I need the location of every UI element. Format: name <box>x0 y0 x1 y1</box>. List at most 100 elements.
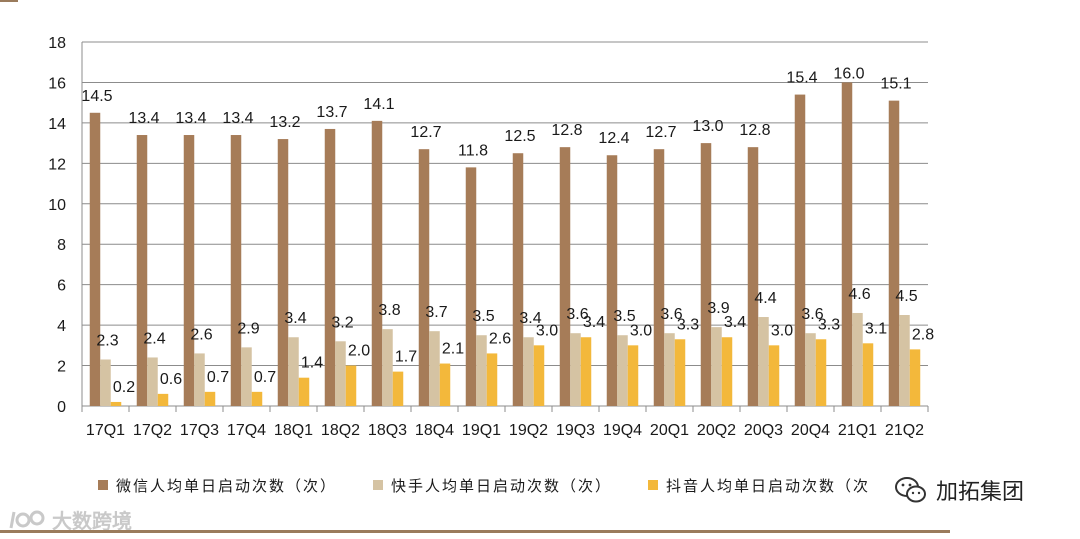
x-tick-label: 19Q3 <box>556 422 595 439</box>
data-label-wechat: 15.4 <box>786 70 817 87</box>
bar-kuaishou <box>335 341 346 406</box>
x-tick-label: 18Q1 <box>274 422 313 439</box>
x-tick-label: 17Q1 <box>86 422 125 439</box>
y-tick-label: 10 <box>48 197 66 214</box>
data-label-kuaishou: 3.4 <box>519 310 541 327</box>
bar-douyin <box>392 371 404 406</box>
data-label-douyin: 1.4 <box>301 355 323 372</box>
data-label-wechat: 12.4 <box>598 130 629 147</box>
legend-item-kuaishou: 快手人均单日启动次数（次） <box>373 472 612 498</box>
bar-wechat <box>700 143 712 406</box>
data-label-wechat: 14.5 <box>81 88 112 105</box>
data-label-wechat: 12.8 <box>551 122 582 139</box>
data-label-kuaishou: 2.3 <box>96 332 118 349</box>
bar-wechat <box>747 147 759 406</box>
y-tick-label: 18 <box>48 35 66 52</box>
x-tick-label: 20Q1 <box>650 422 689 439</box>
x-tick-label: 17Q3 <box>180 422 219 439</box>
bar-kuaishou <box>288 337 299 406</box>
bar-wechat <box>371 120 383 406</box>
bar-chart: 0 2 4 6 8 10 12 14 16 18 17Q1 17Q2 17Q3 17Q4 18Q1 18Q2 1… <box>48 35 934 439</box>
x-tick-label: 17Q4 <box>227 422 266 439</box>
bar-kuaishou <box>241 347 252 406</box>
y-tick-label: 2 <box>57 359 66 376</box>
bottom-rule <box>0 530 950 533</box>
bar-kuaishou <box>570 333 581 406</box>
data-label-kuaishou: 3.2 <box>331 314 353 331</box>
bar-douyin <box>486 353 498 406</box>
data-label-wechat: 13.7 <box>316 104 347 121</box>
bar-douyin <box>298 377 310 406</box>
data-label-kuaishou: 3.6 <box>660 306 682 323</box>
y-tick-label: 8 <box>57 237 66 254</box>
dashuju-logo-icon <box>9 510 45 528</box>
bar-kuaishou <box>147 357 158 406</box>
data-label-wechat: 13.4 <box>128 110 159 127</box>
watermark-dashuju: 大数跨境 <box>8 505 132 534</box>
y-tick-label: 6 <box>57 278 66 295</box>
data-label-wechat: 12.7 <box>410 124 441 141</box>
bar-douyin <box>674 339 686 406</box>
y-tick-label: 4 <box>57 318 66 335</box>
bar-kuaishou <box>100 359 111 406</box>
y-tick-label: 0 <box>57 399 66 416</box>
bar-douyin <box>580 337 592 406</box>
bar-wechat <box>183 135 195 406</box>
data-label-wechat: 16.0 <box>833 65 864 82</box>
data-label-kuaishou: 3.5 <box>613 308 635 325</box>
bar-kuaishou <box>758 317 769 406</box>
data-label-douyin: 3.0 <box>771 322 793 339</box>
data-label-wechat: 14.1 <box>363 96 394 113</box>
data-label-kuaishou: 2.6 <box>190 326 212 343</box>
bar-douyin <box>721 337 733 406</box>
data-label-wechat: 13.4 <box>222 110 253 127</box>
corner-accent <box>0 0 18 2</box>
bar-wechat <box>606 155 618 406</box>
chart-legend: 微信人均单日启动次数（次） 快手人均单日启动次数（次） 抖音人均单日启动次数（次 <box>0 472 900 498</box>
bar-wechat <box>465 167 477 406</box>
data-label-wechat: 13.2 <box>269 114 300 131</box>
x-tick-label: 18Q4 <box>415 422 454 439</box>
legend-item-douyin: 抖音人均单日启动次数（次 <box>648 472 870 498</box>
bar-kuaishou <box>523 337 534 406</box>
legend-item-wechat: 微信人均单日启动次数（次） <box>98 472 337 498</box>
bar-kuaishou <box>476 335 487 406</box>
bar-kuaishou <box>711 327 722 406</box>
data-label-kuaishou: 3.6 <box>566 306 588 323</box>
data-label-kuaishou: 4.6 <box>848 286 870 303</box>
bar-douyin <box>862 343 874 406</box>
wechat-icon <box>895 477 926 503</box>
bar-wechat <box>230 135 242 406</box>
bar-kuaishou <box>899 315 910 406</box>
legend-swatch-douyin <box>648 480 658 490</box>
x-tick-label: 18Q3 <box>368 422 407 439</box>
bar-kuaishou <box>194 353 205 406</box>
bar-wechat <box>418 149 430 406</box>
bar-wechat <box>841 82 853 406</box>
bar-wechat <box>794 94 806 407</box>
data-label-douyin: 1.7 <box>395 349 417 366</box>
bar-kuaishou <box>852 312 863 406</box>
x-tick-label: 19Q2 <box>509 422 548 439</box>
data-label-douyin: 3.4 <box>724 314 746 331</box>
watermark-dashuju-text: 大数跨境 <box>52 509 132 533</box>
bar-wechat <box>512 153 524 406</box>
bar-douyin <box>815 339 827 406</box>
y-tick-label: 12 <box>48 156 66 173</box>
x-tick-label: 19Q1 <box>462 422 501 439</box>
data-label-douyin: 3.4 <box>583 314 605 331</box>
data-label-douyin: 3.3 <box>818 316 840 333</box>
bar-wechat <box>324 128 336 406</box>
data-label-kuaishou: 3.9 <box>707 300 729 317</box>
data-label-douyin: 3.0 <box>630 322 652 339</box>
x-tick-label: 18Q2 <box>321 422 360 439</box>
bar-wechat <box>277 139 289 407</box>
data-label-kuaishou: 2.9 <box>237 320 259 337</box>
data-label-douyin: 2.1 <box>442 341 464 358</box>
x-tick-label: 20Q4 <box>791 422 830 439</box>
x-tick-label: 21Q2 <box>885 422 924 439</box>
bar-douyin <box>251 391 263 406</box>
legend-label-douyin: 抖音人均单日启动次数（次 <box>666 476 871 495</box>
data-label-kuaishou: 3.5 <box>472 308 494 325</box>
